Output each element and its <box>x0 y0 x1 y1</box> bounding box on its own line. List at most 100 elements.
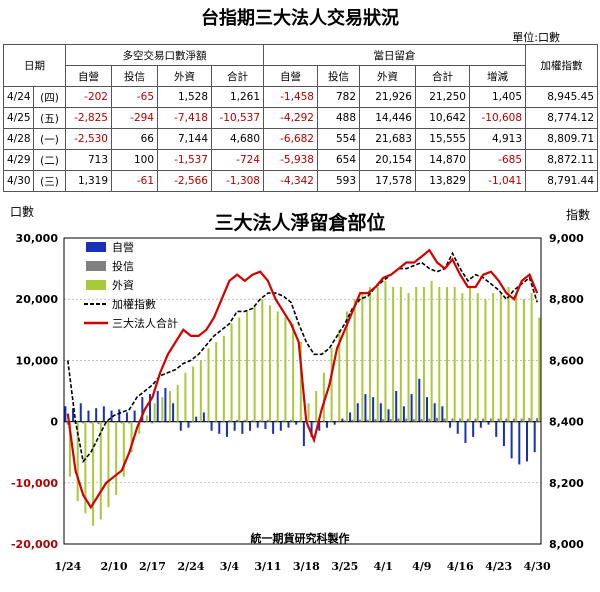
bar-foreign <box>369 286 372 422</box>
bar-foreign <box>284 317 287 422</box>
value-cell: -2,530 <box>65 128 112 150</box>
x-tick-label: 3/4 <box>220 560 240 573</box>
bar-trust <box>197 421 200 423</box>
value-cell: -1,041 <box>468 170 527 192</box>
date-cell: 4/24 <box>3 86 34 108</box>
legend-swatch-foreign <box>86 280 106 290</box>
legend-label-index: 加權指數 <box>112 297 156 311</box>
net-position-header: 多空交易口數淨額 <box>65 44 264 66</box>
bar-trust <box>528 417 531 422</box>
bar-dealer <box>102 406 105 422</box>
bar-trust <box>512 418 515 422</box>
bar-foreign <box>99 421 102 520</box>
bar-foreign <box>322 372 325 422</box>
value-cell: -6,682 <box>263 128 318 150</box>
y-tick-label-right: 8,200 <box>549 477 584 490</box>
table-header-row-2: 自營 投信 外資 合計 自營 投信 外資 合計 增減 <box>4 65 598 87</box>
bar-foreign <box>199 360 202 422</box>
bar-dealer <box>479 421 482 428</box>
bar-foreign <box>76 421 79 502</box>
value-cell: -1,537 <box>157 149 212 171</box>
bar-dealer <box>264 421 267 429</box>
bar-dealer <box>172 403 175 422</box>
column-header: 外資 <box>157 65 212 87</box>
bar-trust <box>520 418 523 422</box>
bar-trust <box>328 420 331 422</box>
bar-dealer <box>410 394 413 422</box>
x-tick-label: 1/24 <box>54 560 81 573</box>
index-cell: 8,872.11 <box>525 149 599 171</box>
value-cell: 14,870 <box>415 149 470 171</box>
value-cell: 593 <box>317 170 360 192</box>
bar-trust <box>451 418 454 422</box>
y-tick-label-left: 10,000 <box>16 354 59 367</box>
value-cell: 7,144 <box>157 128 212 150</box>
bar-trust <box>389 419 392 422</box>
bar-trust <box>428 418 431 422</box>
bar-foreign <box>415 286 418 422</box>
bar-dealer <box>525 421 529 462</box>
bar-dealer <box>464 421 467 444</box>
weekday-cell: (二) <box>33 149 66 171</box>
bar-dealer <box>233 421 236 431</box>
bar-dealer <box>225 421 228 437</box>
value-cell: 554 <box>317 128 360 150</box>
y-tick-label-left: 0 <box>50 416 58 429</box>
bar-dealer <box>325 421 328 428</box>
bar-dealer <box>149 394 152 422</box>
bar-trust <box>82 421 85 424</box>
x-tick-label: 2/24 <box>177 560 204 573</box>
bar-foreign <box>522 299 525 422</box>
bar-trust <box>243 419 246 422</box>
bar-dealer <box>156 391 159 422</box>
bar-foreign <box>376 286 379 422</box>
legend-label-dealer: 自營 <box>112 241 134 254</box>
bar-foreign <box>92 421 95 526</box>
bar-trust <box>159 421 162 423</box>
value-cell: -61 <box>111 170 158 192</box>
bar-trust <box>405 418 408 422</box>
bar-dealer <box>287 421 290 428</box>
bar-dealer <box>218 421 221 434</box>
y-tick-label-right: 8,800 <box>549 293 584 306</box>
value-cell: -2,825 <box>65 107 112 129</box>
bar-trust <box>412 419 415 422</box>
bar-foreign <box>84 421 87 514</box>
value-cell: -65 <box>111 86 158 108</box>
bar-dealer <box>387 409 390 422</box>
value-cell: 20,154 <box>359 149 416 171</box>
bar-foreign <box>453 286 456 422</box>
table-row: 4/29 (二) 713 100 -1,537 -724 -5,938 654 20,154 14… <box>3 149 599 171</box>
bar-foreign <box>238 317 241 422</box>
bar-trust <box>89 421 92 424</box>
net-position-chart: 三大法人淨留倉部位 口數 指數 30,000 20,000 10,000 0 -10,000 -… <box>10 205 590 573</box>
value-cell: 21,683 <box>359 128 416 150</box>
footer-note: 統一期貨研究科製作 <box>251 531 350 545</box>
bar-dealer <box>472 421 475 437</box>
bar-foreign <box>484 299 487 422</box>
bar-dealer <box>279 421 282 431</box>
bar-trust <box>205 421 208 423</box>
bar-trust <box>151 421 154 424</box>
legend-label-total: 三大法人合計 <box>112 316 178 330</box>
bar-foreign <box>192 366 195 422</box>
index-cell: 8,945.45 <box>525 86 599 108</box>
legend-label-trust: 投信 <box>112 259 134 273</box>
institutional-flows-table: 日期 多空交易口數淨額 當日留倉 加權指數 自營 投信 外資 合計 自營 投信 … <box>3 44 599 192</box>
y-tick-label-right: 8,400 <box>549 416 584 429</box>
bar-foreign <box>253 305 256 422</box>
bar-dealer <box>379 403 382 422</box>
value-cell: 488 <box>317 107 360 129</box>
bar-foreign <box>538 317 541 422</box>
bar-dealer <box>425 397 428 422</box>
bar-dealer <box>456 421 459 434</box>
bar-foreign <box>315 391 318 422</box>
bar-foreign <box>269 305 272 422</box>
value-cell: 1,261 <box>211 86 264 108</box>
value-cell: 1,405 <box>468 86 527 108</box>
column-header: 自營 <box>65 65 112 87</box>
total-line <box>66 248 539 510</box>
bar-dealer <box>187 421 190 428</box>
bar-foreign <box>215 342 218 422</box>
index-cell: 8,809.71 <box>525 128 599 150</box>
